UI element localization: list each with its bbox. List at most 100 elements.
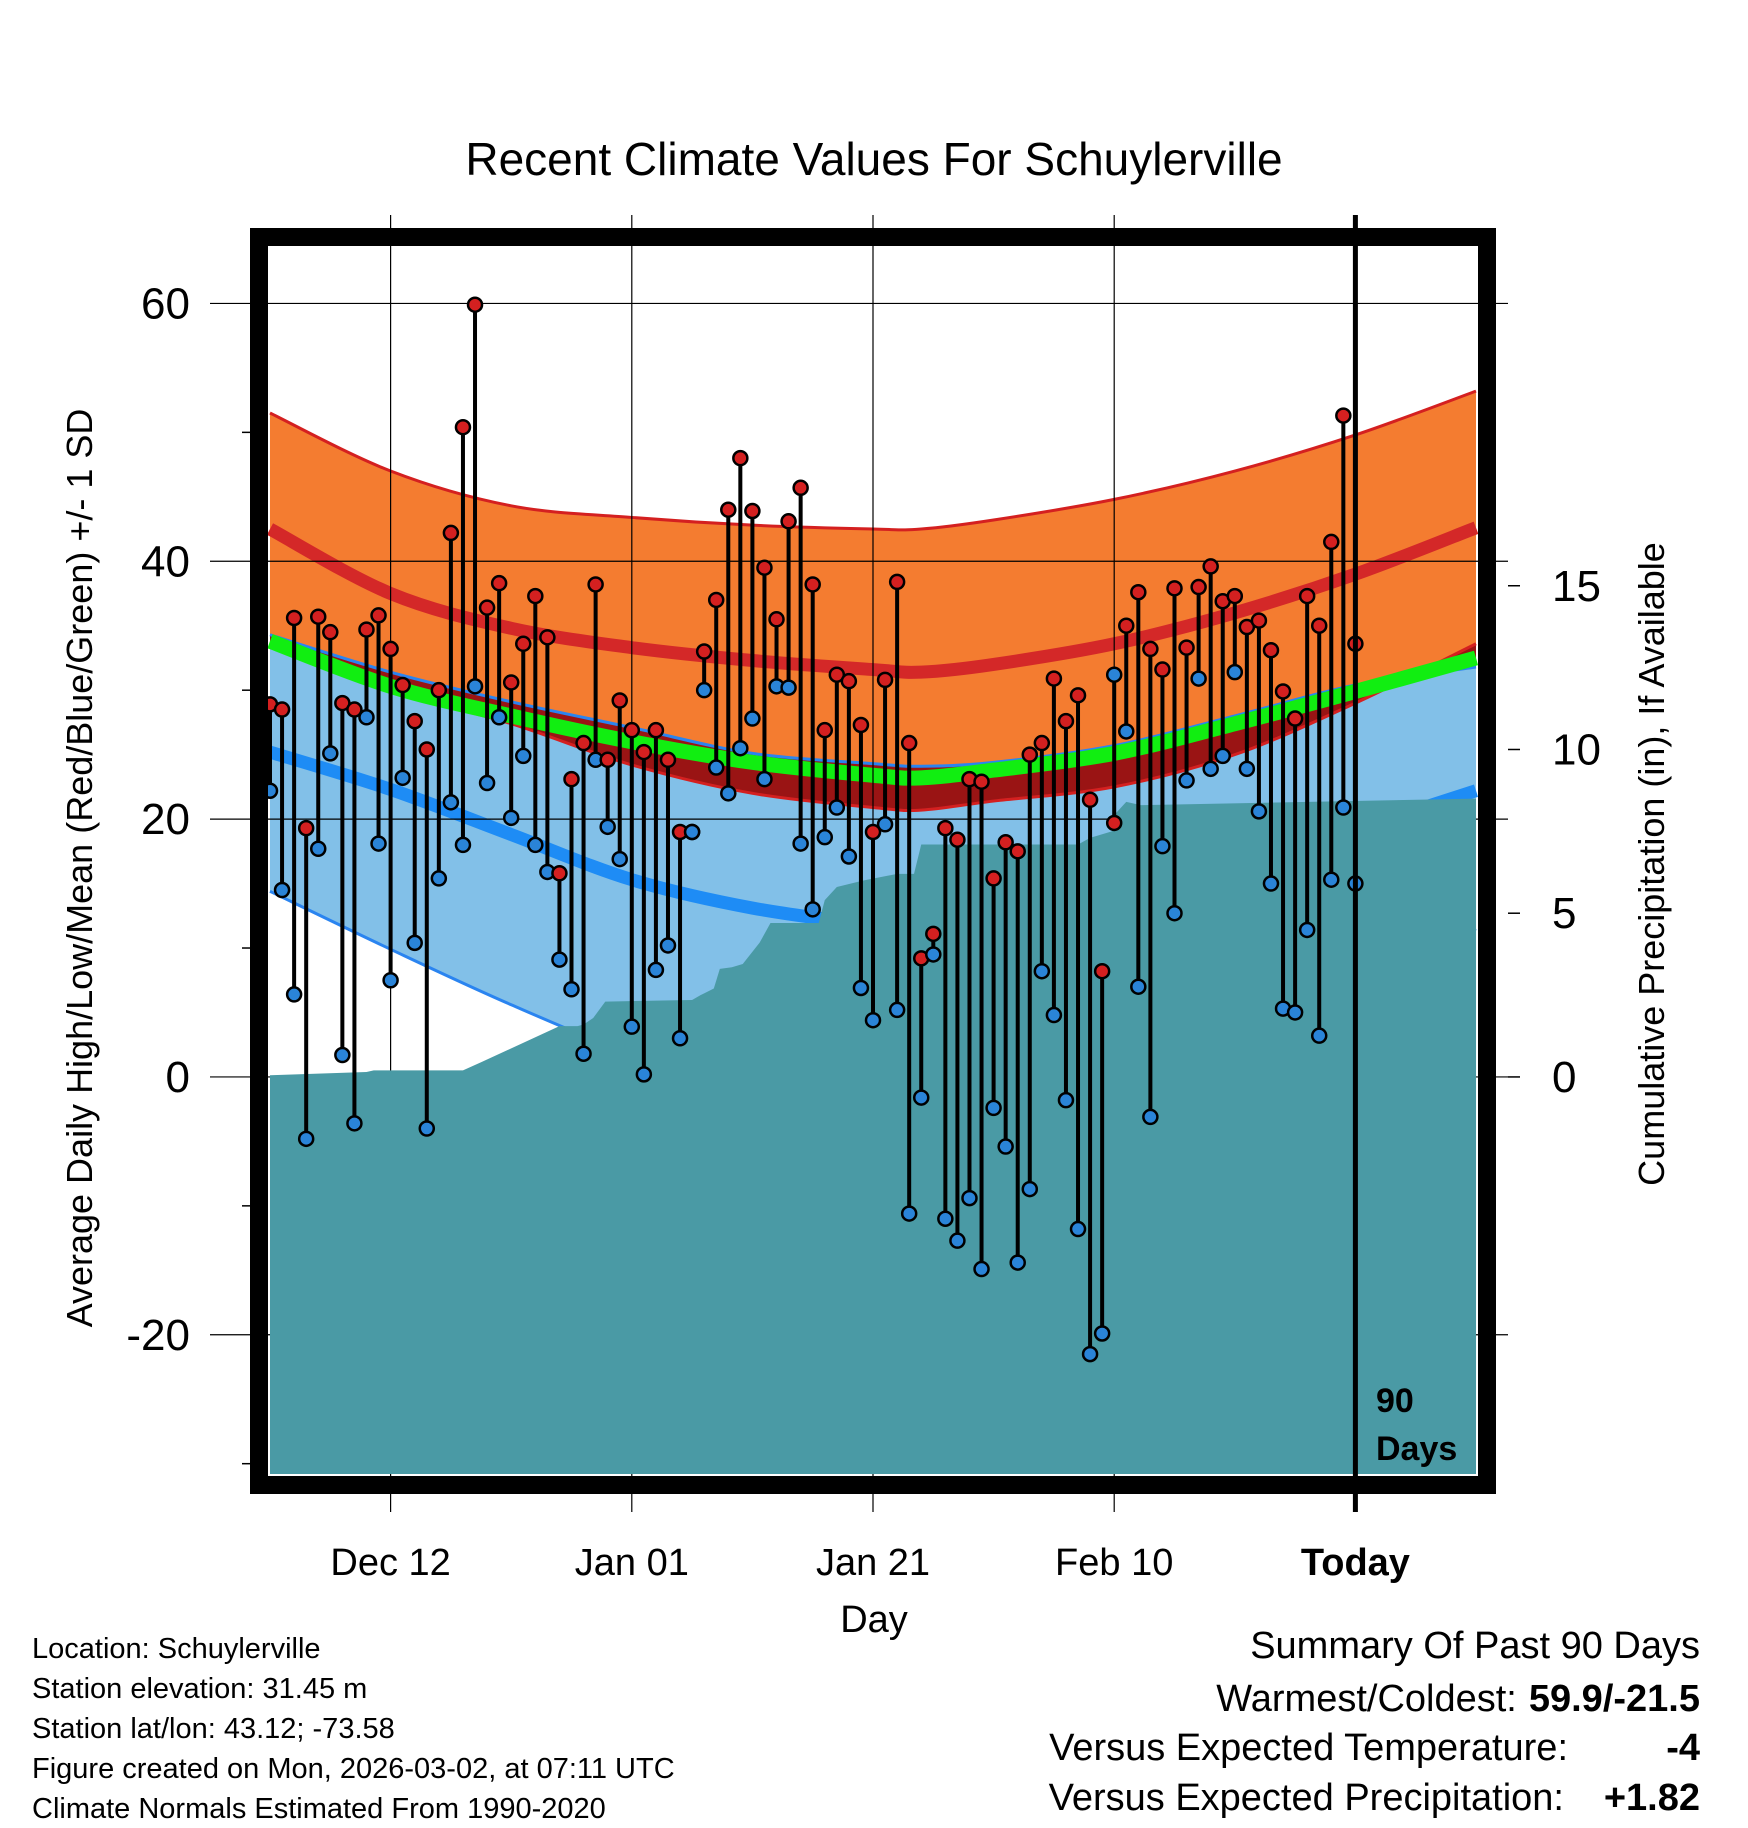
low-point <box>1033 962 1051 980</box>
high-point <box>1033 734 1051 752</box>
high-point <box>768 611 785 628</box>
temperature-points <box>261 296 1364 1363</box>
summary-warmest-label: Warmest/Coldest: <box>1216 1678 1517 1720</box>
low-point <box>973 1260 990 1278</box>
low-point <box>623 1018 641 1035</box>
low-point <box>780 679 797 696</box>
high-point <box>623 721 641 739</box>
low-point <box>949 1232 966 1249</box>
low-point <box>925 946 942 963</box>
low-point <box>635 1066 653 1083</box>
low-point <box>478 774 496 792</box>
plot-frame <box>250 228 1496 1494</box>
high-point <box>1226 587 1244 605</box>
x-tick-label: Jan 01 <box>575 1542 689 1584</box>
high-point <box>1310 617 1328 634</box>
high-point <box>587 576 604 593</box>
y2-tick-label: 15 <box>1552 562 1601 611</box>
low-point <box>406 934 423 952</box>
high-point <box>744 502 761 520</box>
high-point <box>659 751 677 769</box>
info-elevation: Station elevation: 31.45 m <box>32 1673 367 1705</box>
high-point <box>454 418 472 436</box>
low-point <box>720 785 737 802</box>
low-point <box>852 979 870 997</box>
low-point <box>1166 904 1183 922</box>
low-point <box>683 823 701 841</box>
low-point <box>1286 1004 1304 1021</box>
high-point <box>478 599 496 616</box>
high-point <box>1323 533 1340 551</box>
low-point <box>1118 723 1135 740</box>
high-point <box>864 823 882 841</box>
high-point <box>1202 558 1219 575</box>
low-point <box>1045 1006 1063 1024</box>
high-point <box>985 870 1002 887</box>
low-point <box>1214 747 1231 765</box>
low-point <box>1178 772 1195 789</box>
low-point <box>1009 1254 1026 1271</box>
low-point <box>1310 1027 1328 1044</box>
low-point <box>575 1045 592 1062</box>
low-point <box>912 1089 930 1106</box>
info-location: Location: Schuylerville <box>32 1633 321 1665</box>
high-point <box>647 721 665 739</box>
high-point <box>1057 712 1075 730</box>
high-point <box>1118 617 1135 634</box>
high-point <box>720 501 737 518</box>
high-point <box>539 629 556 646</box>
high-point <box>1154 661 1171 678</box>
high-point <box>1286 710 1304 727</box>
low-point <box>515 747 532 765</box>
low-point <box>563 981 580 998</box>
low-point <box>1335 799 1352 816</box>
low-point <box>707 759 725 776</box>
x-tick-label: Jan 21 <box>816 1542 930 1584</box>
low-point <box>394 769 411 787</box>
low-point <box>466 678 484 695</box>
high-point <box>1274 683 1292 700</box>
high-point <box>575 734 592 752</box>
high-upper-line <box>269 389 1477 532</box>
low-point <box>997 1138 1014 1155</box>
summary-temp-value: -4 <box>1666 1727 1700 1769</box>
high-point <box>695 643 713 660</box>
low-point <box>937 1210 954 1227</box>
high-point <box>322 623 339 641</box>
summary-heading: Summary Of Past 90 Days <box>1250 1625 1700 1667</box>
high-point <box>1298 587 1316 605</box>
high-point <box>358 621 375 638</box>
high-point <box>780 513 797 530</box>
info-latlon: Station lat/lon: 43.12; -73.58 <box>32 1713 395 1745</box>
low-point <box>876 816 894 833</box>
high-point <box>515 635 532 653</box>
high-point <box>599 751 616 769</box>
high-point <box>876 671 894 689</box>
low-point <box>1323 871 1340 888</box>
today-label-days: Days <box>1376 1430 1457 1468</box>
high-point <box>1093 962 1111 980</box>
today-label-number: 90 <box>1376 1382 1414 1420</box>
low-point <box>659 937 677 954</box>
x-axis-label: Day <box>840 1599 908 1641</box>
low-point <box>756 770 773 788</box>
low-point <box>527 836 544 854</box>
low-point <box>985 1099 1002 1117</box>
high-point <box>1045 670 1063 687</box>
low-point <box>334 1046 351 1064</box>
high-point <box>707 591 725 609</box>
low-point <box>1093 1325 1111 1342</box>
y2-tick-label: 5 <box>1552 889 1576 938</box>
low-point <box>490 709 508 726</box>
low-point <box>804 901 821 918</box>
low-point <box>1130 978 1147 995</box>
low-point <box>840 848 858 865</box>
precip-area <box>270 798 1476 1474</box>
low-point <box>442 794 460 811</box>
high-point <box>635 743 653 761</box>
high-point <box>937 819 954 837</box>
high-point <box>1130 583 1147 601</box>
high-point <box>297 819 315 837</box>
high-point <box>563 770 580 788</box>
